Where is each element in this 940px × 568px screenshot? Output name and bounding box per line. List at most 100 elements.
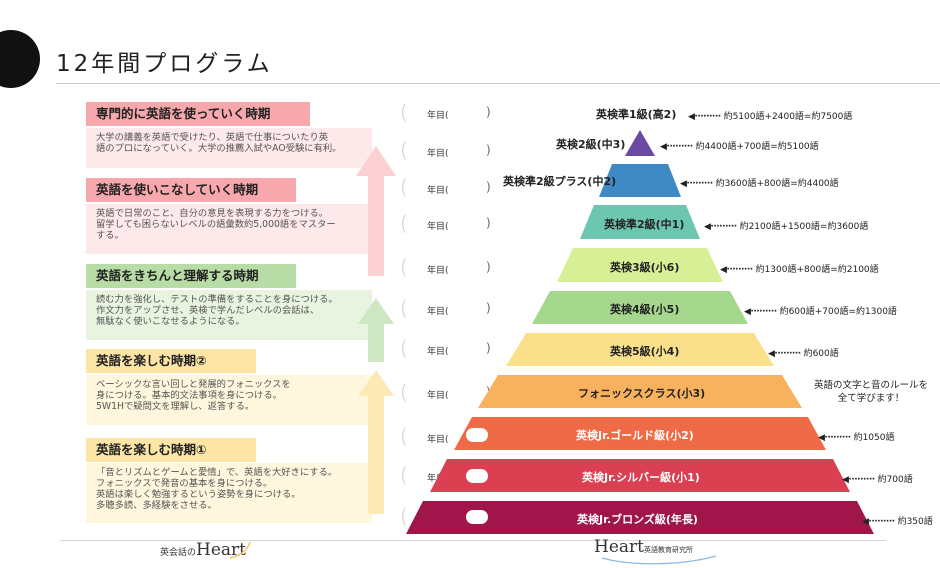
- tier-shape: [430, 459, 850, 492]
- tier-label: 英検4級(小5): [610, 303, 680, 316]
- pointer-arrow: ◀·········: [744, 307, 777, 317]
- pointer-arrow: ◀·········: [660, 142, 693, 152]
- grade-year-slot[interactable]: (年目(): [400, 296, 496, 322]
- left-bracket: (: [400, 255, 408, 279]
- right-bracket: ): [486, 216, 491, 230]
- left-bracket: (: [400, 380, 408, 404]
- logo-left-big: Heart: [196, 540, 246, 560]
- stage-description: 読む力を強化し、テストの準備をすることを身につける。 作文力をアップさせ、英検で…: [86, 290, 372, 340]
- left-bracket: (: [400, 336, 408, 360]
- left-bracket: (: [400, 211, 408, 235]
- pointer-arrow: ◀·········: [720, 265, 753, 275]
- growth-arrow: [358, 370, 394, 514]
- left-bracket: (: [400, 175, 408, 199]
- tier-shape: [599, 164, 681, 197]
- tier-shape: [532, 291, 748, 324]
- page-title: 12年間プログラム: [56, 51, 273, 77]
- vocab-count: 約600語: [803, 349, 839, 359]
- vocab-note: ◀········· 約5100語+2400語=約7500語: [688, 109, 852, 122]
- stage-heading: 英語を楽しむ時期②: [86, 349, 256, 373]
- vocab-count: 約1300語+800語=約2100語: [755, 265, 879, 275]
- vocab-note: ◀········· 約2100語+1500語=約3600語: [704, 219, 868, 232]
- tier-shape: [454, 417, 826, 450]
- heart-swoosh-icon: [601, 555, 717, 565]
- pointer-arrow: ◀·········: [862, 517, 895, 527]
- grade-year-label: 年目(: [427, 435, 449, 445]
- tier-label: 英検Jr.シルバー級(小1): [582, 471, 700, 484]
- stage-heading: 英語を使いこなしていく時期: [86, 178, 296, 202]
- vocab-note: ◀········· 約700語: [842, 472, 913, 485]
- tier-shape: [478, 375, 802, 408]
- vocab-note: ◀········· 約600語+700語=約1300語: [744, 304, 897, 317]
- logo-right-small: 英語教育研究所: [643, 546, 693, 554]
- right-bracket: ): [486, 260, 491, 274]
- pointer-arrow: ◀·········: [768, 349, 801, 359]
- logo-right-big: Heart: [594, 537, 644, 557]
- pointer-arrow: ◀·········: [680, 179, 713, 189]
- logo-left-small: 英会話の: [160, 548, 197, 558]
- footer-logo-left: 英会話のHeart: [160, 540, 246, 560]
- grade-year-slot[interactable]: ( 年目(): [400, 255, 496, 281]
- tier-label: 英検Jr.ゴールド級(小2): [576, 429, 694, 442]
- tier-shape: [557, 248, 723, 282]
- footer-logo-right: Heart英語教育研究所: [594, 537, 693, 557]
- tier-label: 英検3級(小6): [610, 261, 680, 274]
- vocab-count: 約3600語+800語=約4400語: [715, 179, 839, 189]
- left-bracket: (: [400, 100, 408, 124]
- tier-label: 英検準2級プラス(中2): [503, 175, 617, 188]
- grade-year-slot[interactable]: (年目(): [400, 175, 496, 201]
- vocab-count: 約600語+700語=約1300語: [779, 307, 897, 317]
- pointer-arrow: ◀·········: [818, 433, 851, 443]
- stage-heading: 英語をきちんと理解する時期: [86, 264, 296, 288]
- grade-year-label: 年目(: [427, 347, 449, 357]
- tier-label: 英検準1級(高2): [596, 108, 677, 121]
- grade-year-label: 年目(: [427, 149, 449, 159]
- vocab-count: 約4400語+700語=約5100語: [695, 142, 819, 152]
- grade-year-label: 年目(: [427, 186, 449, 196]
- tier-shape: [625, 130, 655, 156]
- left-bracket: (: [400, 424, 408, 448]
- stage-heading: 専門的に英語を使っていく時期: [86, 102, 310, 126]
- vocab-count: 約1050語: [853, 433, 895, 443]
- grade-year-slot[interactable]: ( 年目(): [400, 211, 496, 237]
- grade-year-slot[interactable]: (年目(): [400, 100, 496, 126]
- tier-shape: [506, 333, 774, 366]
- stage-description: 大学の講義を英語で受けたり、英語で仕事についたり英 語のプロになっていく。大学の…: [86, 128, 372, 168]
- tier-label: フォニックスクラス(小3): [578, 387, 706, 400]
- pointer-arrow: ◀·········: [688, 112, 721, 122]
- growth-arrow: [356, 146, 396, 276]
- grade-year-slot[interactable]: (年目(): [400, 336, 496, 362]
- vocab-note: ◀········· 約3600語+800語=約4400語: [680, 176, 839, 189]
- vocab-count: 約350語: [897, 517, 933, 527]
- footer-divider: [60, 540, 886, 541]
- pointer-arrow: ◀·········: [704, 222, 737, 232]
- grade-year-label: 年目(: [427, 111, 449, 121]
- tier-shape: [406, 501, 874, 534]
- heart-swoosh-icon: [229, 541, 251, 559]
- vocab-count: 約5100語+2400語=約7500語: [723, 112, 853, 122]
- right-bracket: ): [486, 301, 491, 315]
- grade-year-label: 年目(: [427, 307, 449, 317]
- grade-year-label: 年目(: [427, 266, 449, 276]
- stage-description: 「音とリズムとゲームと愛情」で、英語を大好きにする。 フォニックスで発音の基本を…: [86, 463, 372, 523]
- stage-heading: 英語を楽しむ時期①: [86, 438, 256, 462]
- growth-arrow: [358, 298, 394, 362]
- vocab-count: 約2100語+1500語=約3600語: [739, 222, 869, 232]
- grade-year-slot[interactable]: ( 年目(): [400, 138, 496, 164]
- grade-year-label: 年目(: [427, 222, 449, 232]
- vocab-note: ◀········· 約350語: [862, 514, 933, 527]
- grade-year-label: 年目(: [427, 391, 449, 401]
- vocab-note: ◀········· 約1050語: [818, 430, 894, 443]
- vocab-note: ◀········· 約4400語+700語=約5100語: [660, 139, 819, 152]
- phonics-note: 英語の文字と音のルールを 全て学びます！: [813, 380, 928, 404]
- right-bracket: ): [486, 143, 491, 157]
- title-divider: [56, 83, 940, 84]
- tier-label: 英検5級(小4): [610, 345, 680, 358]
- vocab-count: 約700語: [877, 475, 913, 485]
- left-bracket: (: [400, 138, 408, 162]
- tier-label: 英検2級(中3): [556, 138, 626, 151]
- vocab-note: ◀········· 約1300語+800語=約2100語: [720, 262, 879, 275]
- tier-label: 英検準2級(中1): [604, 218, 685, 231]
- pointer-arrow: ◀·········: [842, 475, 875, 485]
